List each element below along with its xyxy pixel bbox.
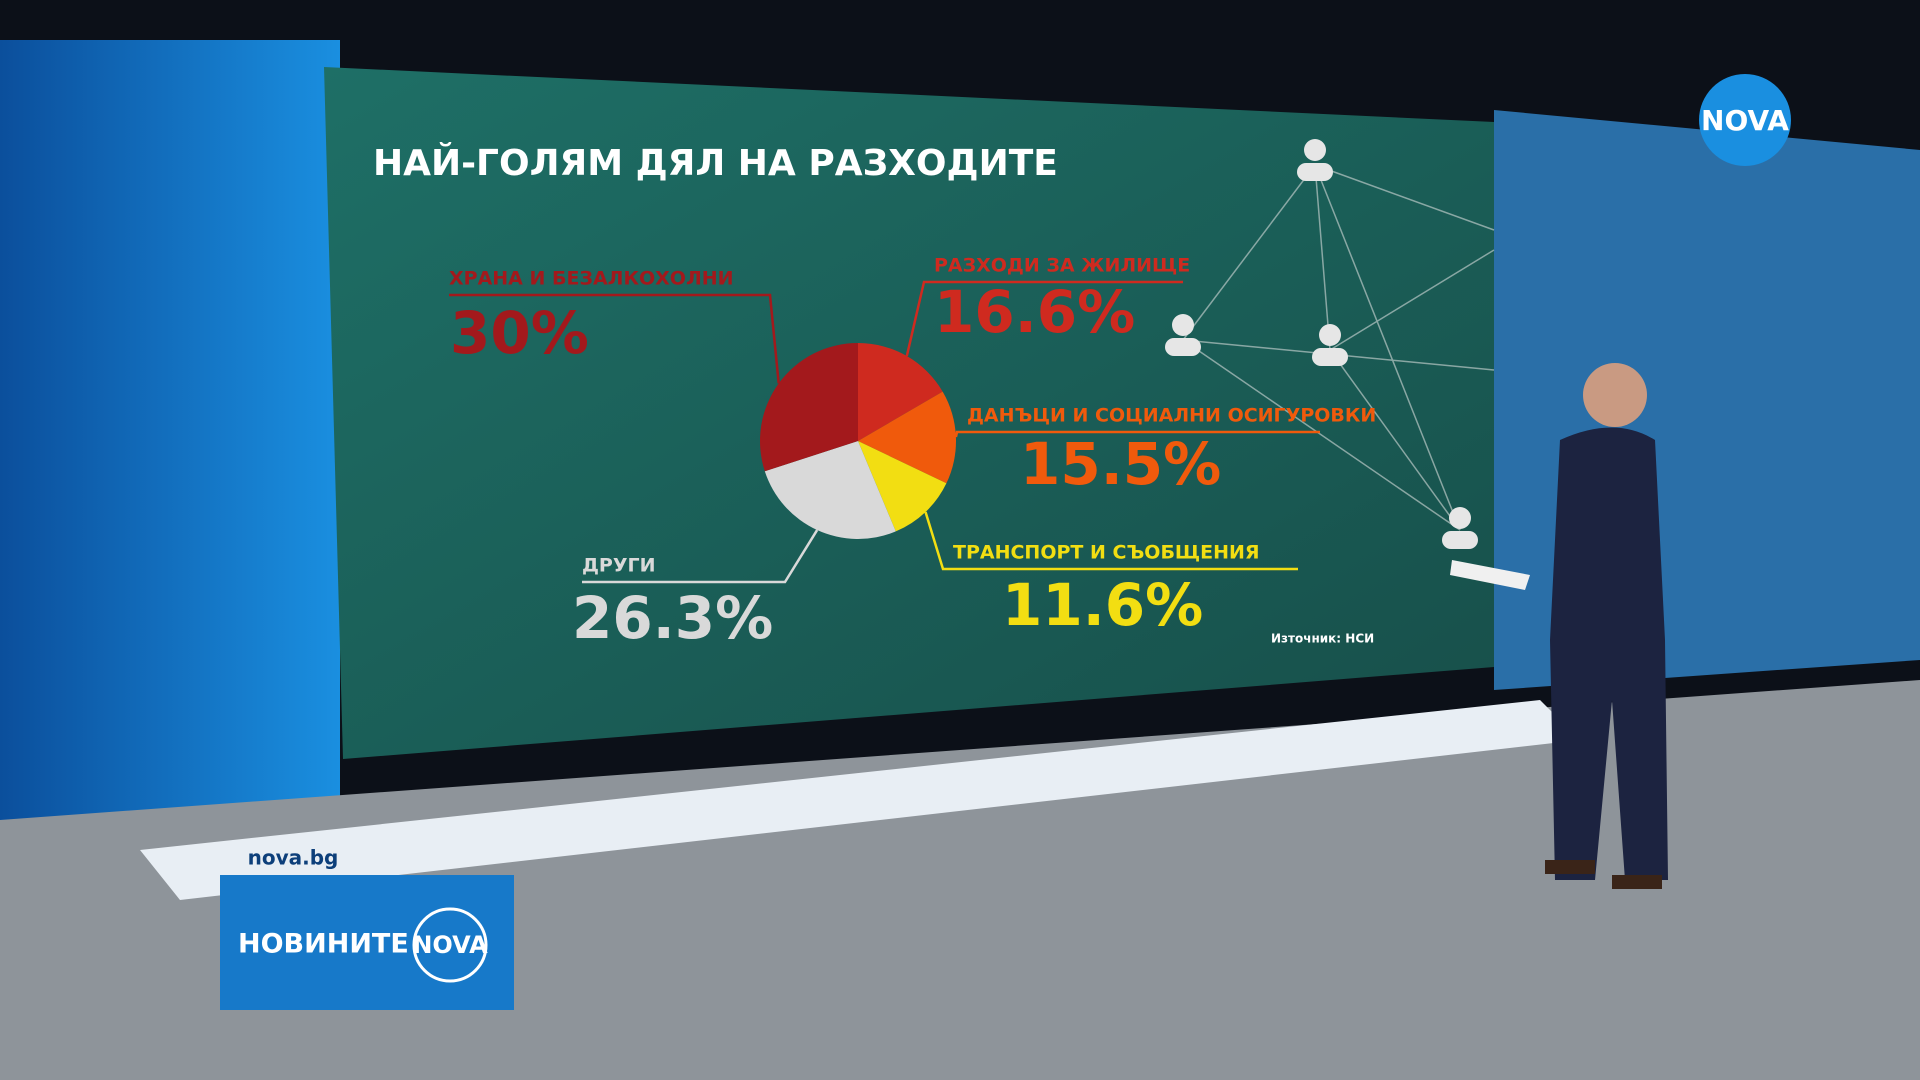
category-label: ТРАНСПОРТ И СЪОБЩЕНИЯ (953, 542, 1260, 564)
value-label: 26.3% (572, 584, 773, 652)
leader-line (905, 280, 1183, 357)
presenter (1450, 363, 1668, 889)
person-icons (1165, 139, 1478, 549)
show-box (220, 875, 514, 1010)
show-name: НОВИНИТЕ (238, 929, 409, 960)
desk-rim (140, 700, 1580, 900)
leader-line (924, 511, 1298, 571)
pie-slice (759, 343, 858, 472)
category-label: РАЗХОДИ ЗА ЖИЛИЩЕ (934, 255, 1190, 277)
category-label: ДРУГИ (582, 555, 656, 577)
value-label: 11.6% (1002, 571, 1203, 639)
chart-title: НАЙ-ГОЛЯМ ДЯЛ НА РАЗХОДИТЕ (373, 142, 1058, 184)
site: nova.bg (248, 846, 339, 870)
site-box (220, 842, 367, 875)
value-label: 15.5% (1020, 430, 1221, 498)
left-wall (0, 40, 340, 820)
pie-slice (858, 391, 956, 484)
show-logo: NOVA (412, 931, 488, 959)
value-label: 16.6% (934, 278, 1135, 346)
pie-slice (858, 343, 943, 441)
category-label: ХРАНА И БЕЗАЛКОХОЛНИ (449, 268, 734, 290)
show-logo-ring (412, 907, 488, 983)
pie-slice (764, 441, 896, 539)
leader-line (582, 529, 819, 584)
leader-line (954, 430, 1320, 438)
value-label: 30% (450, 299, 589, 367)
category-label: ДАНЪЦИ И СОЦИАЛНИ ОСИГУРОВКИ (967, 405, 1376, 427)
logo-circle (1699, 74, 1791, 166)
pie-slice (858, 441, 947, 532)
source: Източник: НСИ (1271, 632, 1374, 646)
leader-line (449, 293, 780, 384)
logo: NOVA (1701, 104, 1789, 137)
